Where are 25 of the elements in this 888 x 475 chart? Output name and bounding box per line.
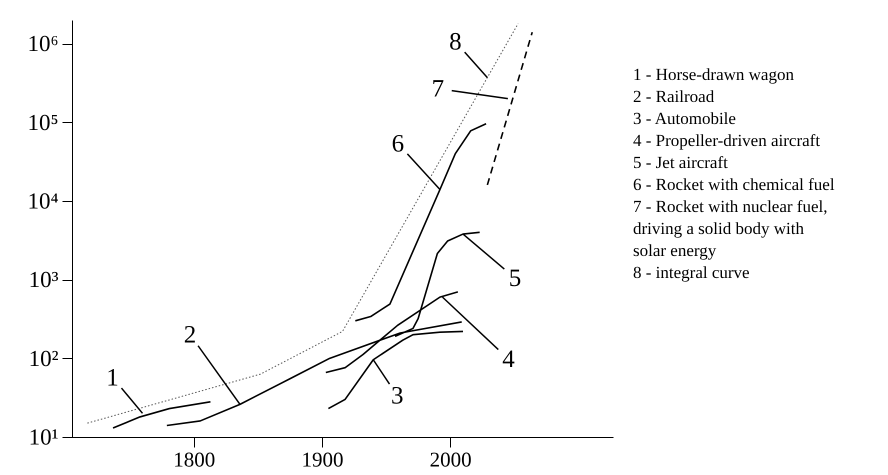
text: 3 - Automobile	[633, 109, 736, 128]
y-tick-label: 10³	[28, 267, 59, 292]
text: 8 - integral curve	[633, 263, 750, 282]
annotation: 5	[508, 265, 522, 292]
text: 2 - Railroad	[633, 87, 715, 106]
y-tick-label: 10¹	[28, 424, 59, 450]
y-tick-label: 10⁴	[27, 188, 58, 214]
x-tick-label: 2000	[430, 448, 472, 472]
annotation: 2	[184, 321, 196, 348]
text: 4 - Propeller-driven aircraft	[633, 131, 820, 150]
text: 1 - Horse-drawn wagon	[633, 65, 794, 84]
x-tick-label: 1800	[173, 448, 216, 472]
text: 5 - Jet aircraft	[633, 153, 728, 172]
annotation: 1	[106, 364, 119, 392]
annotation: 7	[432, 76, 444, 103]
y-tick-label: 10⁵	[27, 110, 58, 135]
x-tick-label: 1900	[301, 448, 344, 472]
annotation: 3	[391, 382, 404, 410]
text: 6 - Rocket with chemical fuel	[633, 175, 835, 194]
y-tick-label: 10⁶	[27, 31, 58, 56]
annotation: 6	[392, 130, 404, 158]
annotation: 8	[449, 28, 462, 56]
annotation: 4	[502, 346, 516, 374]
y-tick-label: 10²	[28, 346, 59, 371]
text: 7 - Rocket with nuclear fuel, driving a solid body with solar energy	[633, 197, 828, 260]
